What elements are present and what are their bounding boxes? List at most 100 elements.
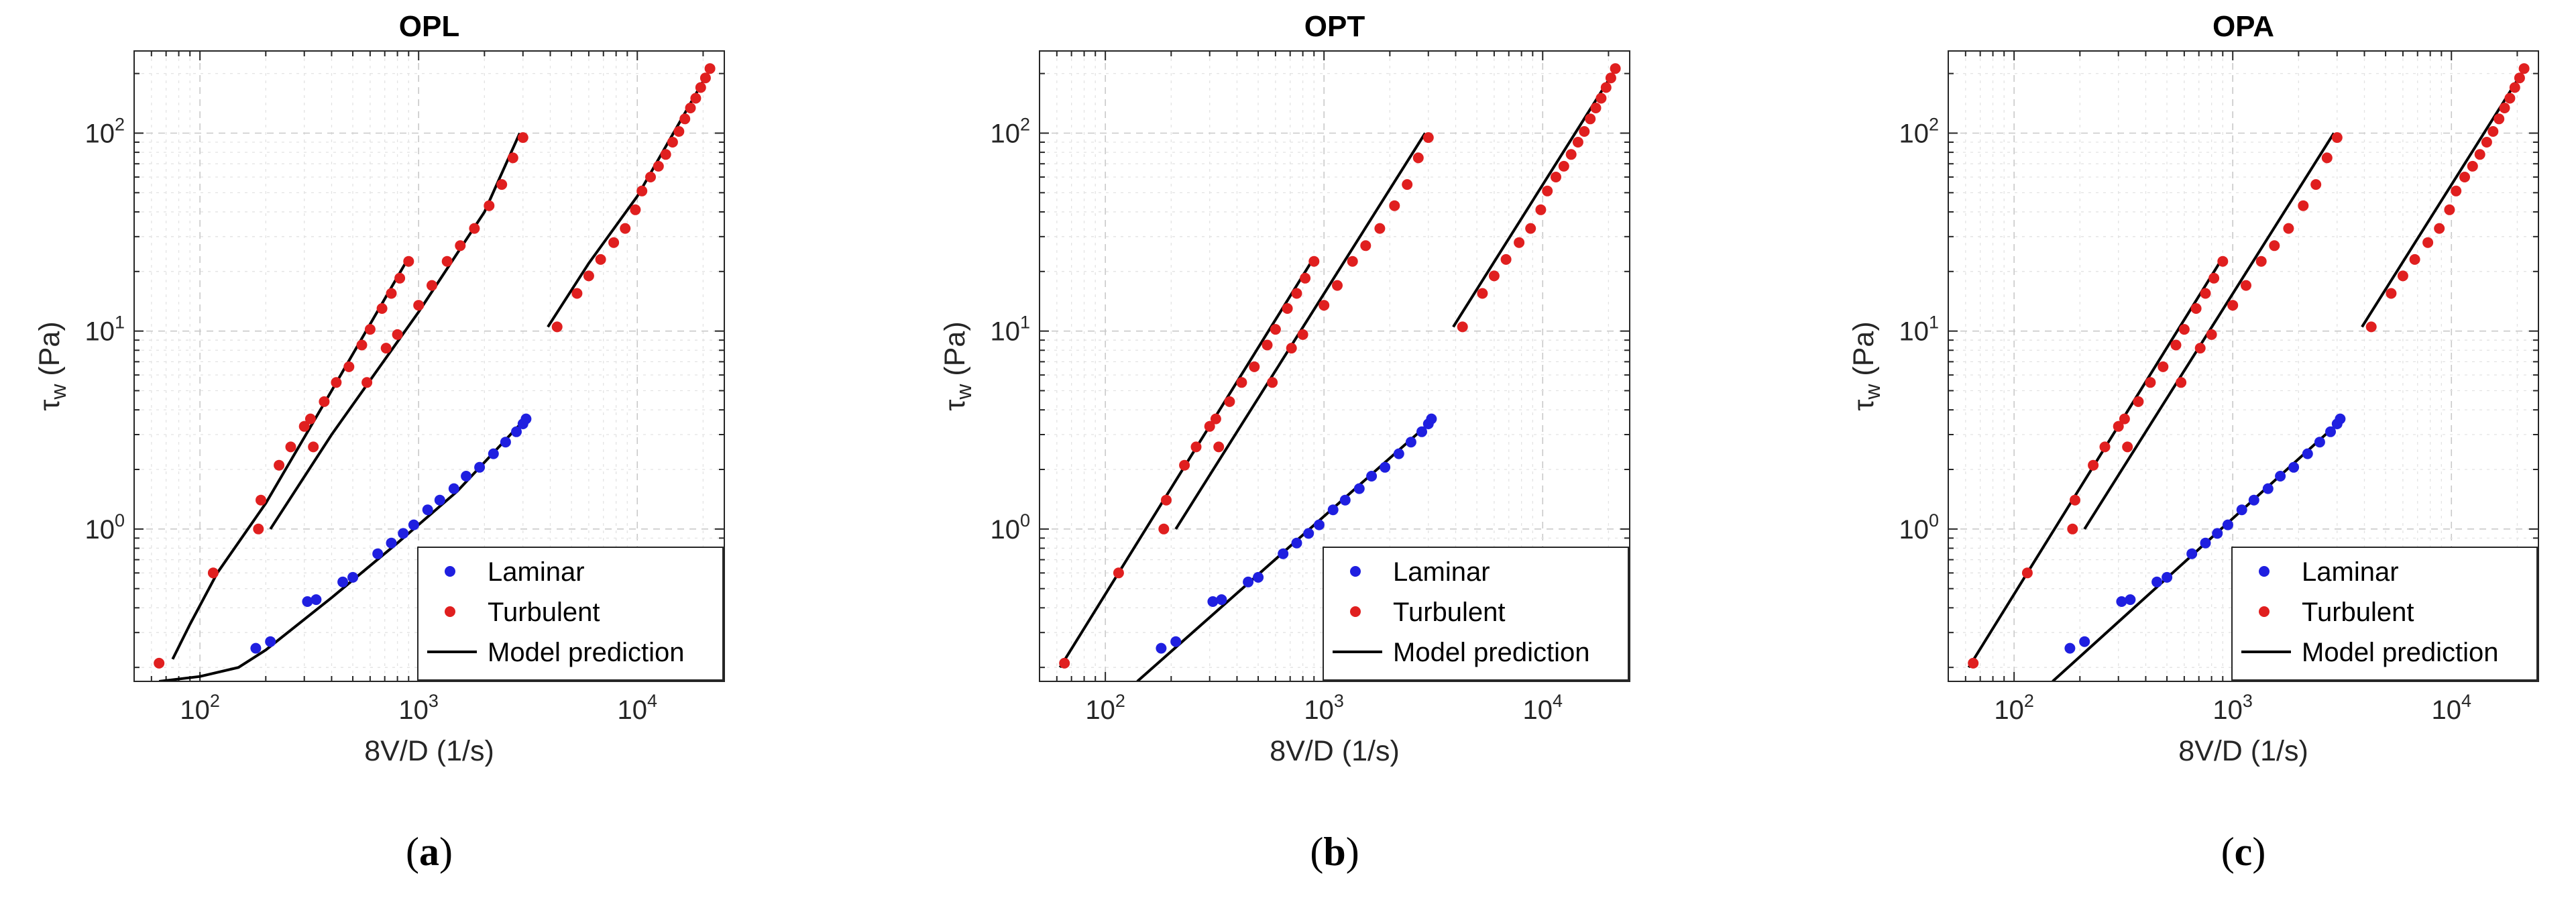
turbulent-point — [2178, 324, 2190, 335]
laminar-point — [2335, 413, 2346, 425]
turbulent-point — [207, 567, 219, 579]
turbulent-point — [2504, 93, 2516, 104]
laminar-point — [474, 461, 486, 473]
subfigure-letter: b — [1323, 830, 1345, 874]
turbulent-point — [2310, 179, 2322, 190]
turbulent-point — [331, 377, 342, 388]
turbulent-point — [1190, 441, 1202, 453]
turbulent-point — [1291, 288, 1302, 299]
laminar-point — [2064, 642, 2076, 654]
turbulent-point — [2208, 272, 2220, 284]
x-tick-base: 10 — [1085, 695, 1115, 725]
laminar-point — [1278, 548, 1289, 559]
y-tick-base: 10 — [990, 515, 1020, 545]
turbulent-point — [685, 103, 696, 113]
turbulent-point — [1600, 82, 1612, 93]
turbulent-point — [1297, 329, 1308, 340]
turbulent-point — [392, 329, 403, 340]
turbulent-point — [2434, 223, 2445, 234]
turbulent-point — [1224, 396, 1235, 407]
turbulent-point — [667, 137, 678, 148]
legend: Laminar Turbulent Model prediction — [417, 547, 724, 681]
y-tick-label: 102 — [85, 114, 125, 148]
turbulent-point — [571, 288, 583, 299]
y-tick-label: 100 — [1899, 510, 1939, 545]
subfigure-open-paren: ( — [1310, 830, 1323, 874]
turbulent-point — [2122, 441, 2133, 453]
legend-marker-turbulent — [445, 606, 455, 617]
laminar-point — [488, 448, 499, 459]
laminar-point — [1416, 426, 1427, 437]
turbulent-point — [1422, 132, 1434, 144]
turbulent-point — [308, 441, 319, 453]
laminar-point — [386, 537, 397, 549]
turbulent-point — [1347, 256, 1358, 267]
laminar-point — [434, 494, 445, 506]
x-tick-label: 102 — [1994, 691, 2034, 725]
legend-marker-laminar — [1350, 566, 1361, 577]
y-axis-label: τw (Pa) — [34, 321, 70, 410]
chart-title: OPA — [2213, 10, 2274, 43]
turbulent-point — [356, 339, 368, 351]
turbulent-point — [2241, 280, 2251, 291]
turbulent-point — [256, 494, 266, 506]
turbulent-point — [2194, 343, 2206, 354]
turbulent-point — [2494, 113, 2505, 125]
legend-label: Turbulent — [1393, 598, 1506, 627]
laminar-point — [337, 576, 349, 587]
turbulent-point — [2518, 63, 2530, 74]
turbulent-point — [1374, 223, 1386, 234]
x-tick-base: 10 — [1994, 695, 2024, 725]
legend-label: Model prediction — [488, 638, 685, 667]
turbulent-point — [1161, 494, 1172, 506]
x-tick-base: 10 — [617, 695, 647, 725]
turbulent-point — [154, 657, 165, 669]
legend-label: Laminar — [2302, 557, 2399, 587]
turbulent-point — [2386, 288, 2397, 299]
turbulent-point — [1389, 200, 1400, 211]
legend-box — [2231, 547, 2538, 681]
laminar-point — [448, 483, 459, 494]
x-tick-exponent: 2 — [210, 691, 220, 711]
y-tick-exponent: 2 — [1929, 114, 1939, 134]
turbulent-point — [1551, 172, 1561, 182]
tick-marks — [1948, 51, 2538, 681]
laminar-point — [1216, 594, 1227, 606]
turbulent-point — [394, 272, 406, 284]
subfigure-letter: a — [419, 830, 439, 874]
turbulent-point — [469, 223, 480, 234]
y-tick-exponent: 0 — [1020, 510, 1030, 530]
turbulent-point — [2099, 441, 2111, 453]
y-tick-exponent: 1 — [115, 313, 125, 333]
laminar-point — [302, 596, 313, 607]
y-tick-base: 10 — [990, 317, 1020, 347]
turbulent-point — [2206, 329, 2217, 340]
turbulent-point — [496, 179, 508, 190]
laminar-point — [2079, 636, 2090, 647]
x-tick-label: 103 — [398, 691, 439, 725]
turbulent-point — [2451, 185, 2462, 196]
x-tick-base: 10 — [2431, 695, 2461, 725]
y-axis-subscript: w — [46, 384, 70, 400]
laminar-point — [2212, 528, 2223, 539]
turbulent-point — [630, 204, 641, 215]
turbulent-point — [2227, 300, 2239, 311]
turbulent-point — [1572, 137, 1583, 148]
grid — [1948, 51, 2538, 681]
turbulent-point — [1500, 254, 1512, 265]
turbulent-point — [1525, 223, 1536, 234]
turbulent-point — [636, 185, 648, 196]
turbulent-point — [2176, 377, 2187, 388]
turbulent-point — [2459, 172, 2470, 182]
x-axis-label: 8V/D (1/s) — [364, 735, 494, 767]
turbulent-point — [1579, 126, 1590, 137]
turbulent-point — [274, 459, 285, 471]
turbulent-point — [2321, 152, 2333, 164]
laminar-point — [372, 548, 384, 559]
model-prediction-line-4 — [1452, 68, 1617, 328]
laminar-point — [1405, 437, 1416, 448]
y-tick-exponent: 2 — [1020, 114, 1030, 134]
laminar-point — [2162, 571, 2173, 583]
turbulent-point — [620, 223, 631, 234]
